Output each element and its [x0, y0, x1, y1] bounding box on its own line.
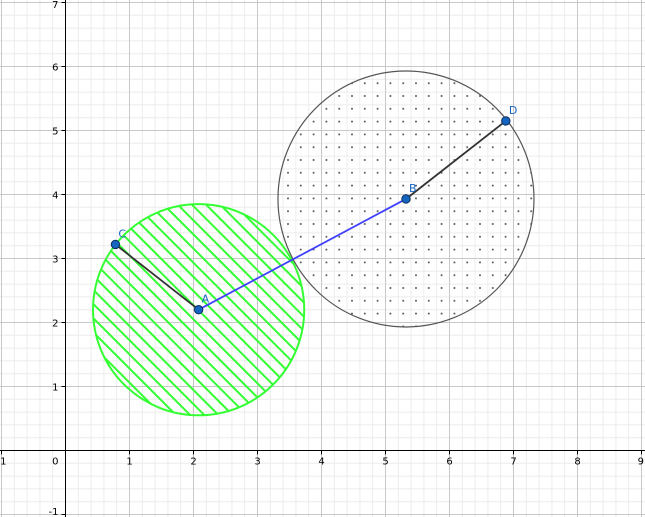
point-label-c: C: [118, 227, 126, 240]
point-label-d: D: [509, 104, 517, 117]
x-tick-label: 2: [190, 457, 196, 468]
circles: [92, 70, 535, 417]
point-c[interactable]: [110, 239, 121, 250]
point-label-b: B: [409, 182, 417, 195]
point-d[interactable]: [501, 116, 511, 126]
x-tick-label: 5: [382, 457, 388, 468]
x-tick-label: -1: [0, 457, 6, 468]
segment-bd[interactable]: [405, 120, 507, 200]
y-tick-label: 5: [52, 127, 58, 138]
x-tick-label: 1: [126, 457, 132, 468]
x-tick-label: 9: [638, 457, 644, 468]
point-label-a: A: [202, 293, 210, 306]
y-tick-label: 2: [52, 319, 58, 330]
segments: [114, 120, 507, 311]
x-tick-label: 8: [574, 457, 580, 468]
points: A B C D: [110, 104, 517, 315]
segment-ab[interactable]: [198, 198, 407, 311]
y-tick-label: 3: [52, 255, 58, 266]
x-tick-label: 3: [254, 457, 260, 468]
y-tick-label: -1: [49, 507, 59, 517]
y-tick-label: 1: [52, 383, 58, 394]
x-tick-label: 4: [318, 457, 324, 468]
y-tick-label: 7: [52, 0, 58, 11]
x-tick-label: 7: [510, 457, 516, 468]
segment-ac[interactable]: [114, 243, 200, 311]
point-b[interactable]: [401, 194, 411, 204]
x-tick-label: 6: [446, 457, 452, 468]
y-tick-label: 4: [52, 191, 58, 202]
origin-label: 0: [52, 457, 58, 468]
y-tick-label: 6: [52, 63, 58, 74]
point-a[interactable]: [193, 305, 204, 315]
